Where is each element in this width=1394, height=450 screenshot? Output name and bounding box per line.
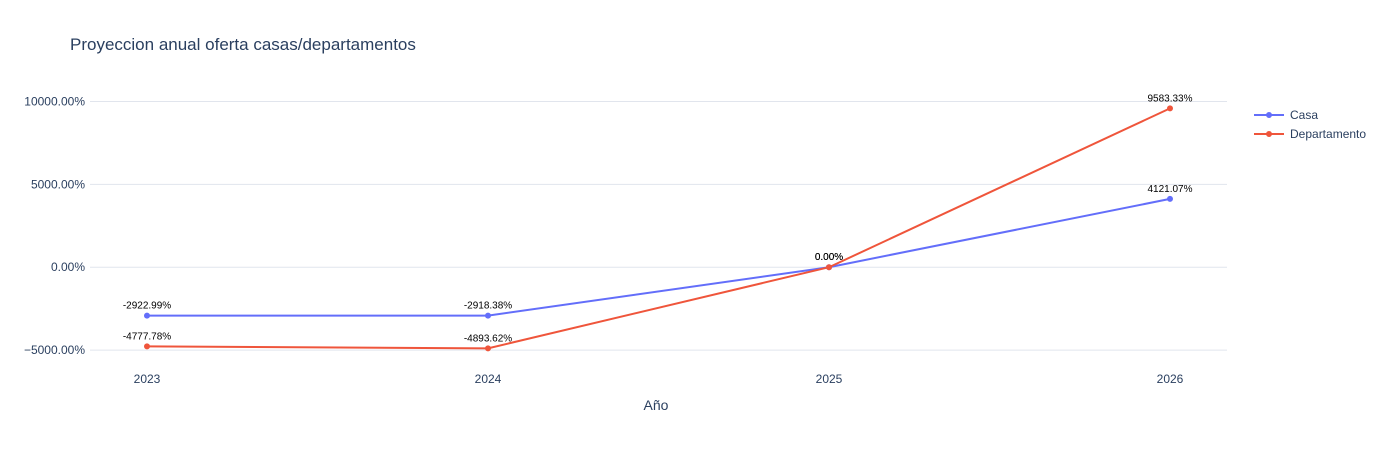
series-line [146,107,1171,350]
data-label: 0.00% [815,252,843,263]
y-tick-label: −5000.00% [24,343,85,357]
y-gridlines [90,100,1227,351]
chart-title: Proyeccion anual oferta casas/departamen… [70,35,416,54]
series-departamento: -4777.78% -4893.62% 0.00% 9583.33% [123,93,1193,352]
legend-swatch-marker [1266,112,1272,118]
y-tick-label: 10000.00% [24,94,85,108]
x-tick-label: 2023 [134,372,161,386]
data-point [144,343,150,350]
series-layer: -2922.99% -2918.38%0.00%4121.07%-4777.78%… [123,93,1193,352]
data-point [826,264,832,271]
legend-swatch-marker [1266,131,1272,137]
x-tick-label: 2025 [816,372,843,386]
legend[interactable]: Casa Departamento [1254,108,1366,141]
y-tick-label: 5000.00% [31,177,85,191]
series-line [146,197,1171,317]
data-label: -4777.78% [123,331,171,342]
x-axis-ticks: 2023 2024 2025 2026 [134,372,1184,386]
data-label: 4121.07% [1147,184,1192,195]
data-point [144,312,150,319]
legend-item-casa[interactable]: Casa [1254,108,1318,122]
data-label: -2918.38% [464,301,512,312]
data-label: 0.00% [815,252,843,263]
data-point [1167,105,1173,112]
x-axis-title: Año [644,397,669,413]
y-tick-label: 0.00% [51,260,85,274]
data-label: -2922.99% [123,301,171,312]
y-axis-ticks: −5000.00% 0.00% 5000.00% 10000.00% [24,94,85,357]
x-tick-label: 2024 [475,372,502,386]
data-point [485,345,491,352]
data-point [485,312,491,319]
legend-label: Departamento [1290,127,1366,141]
series-casa: -2922.99% -2918.38% 0.00% 4121.07% [123,184,1193,319]
data-label: -4893.62% [464,333,512,344]
data-point [1167,195,1173,202]
x-tick-label: 2026 [1157,372,1184,386]
legend-label: Casa [1290,108,1318,122]
legend-item-departamento[interactable]: Departamento [1254,127,1366,141]
data-label: 9583.33% [1147,93,1192,104]
